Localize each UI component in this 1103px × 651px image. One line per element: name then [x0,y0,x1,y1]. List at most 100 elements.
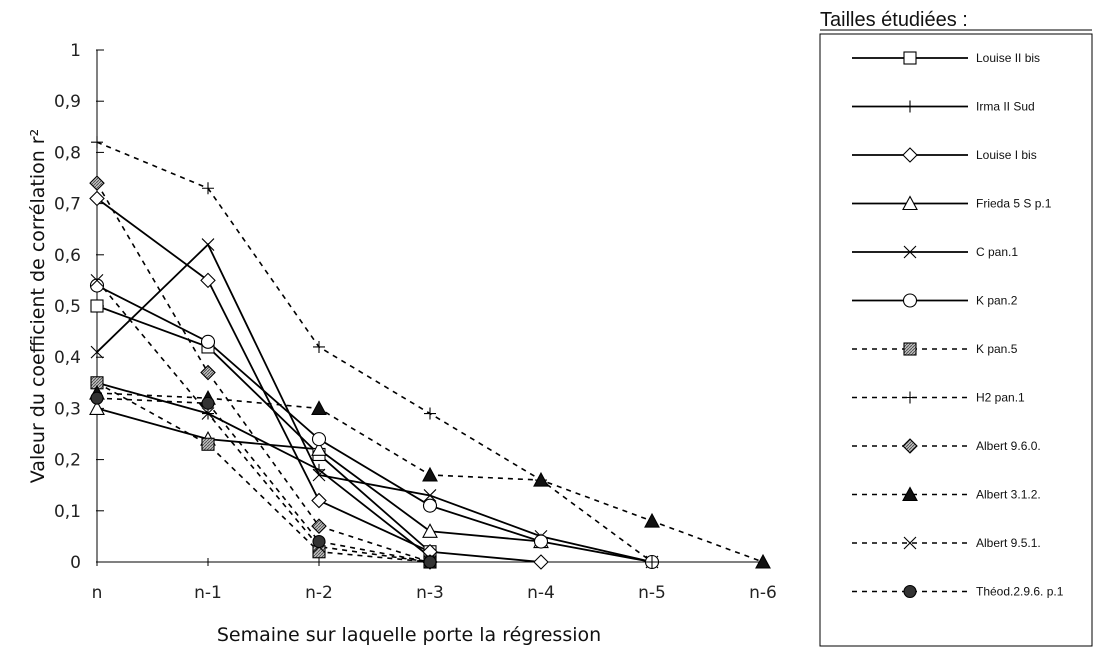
data-point-theod-2-9-6-p-1 [90,391,104,405]
series-line-k-pan-5 [96,382,431,563]
legend-item-irma-ii-sud: Irma II Sud [852,100,1035,114]
legend-title: Tailles étudiées : [820,9,968,31]
data-point-albert-9-6-0 [200,364,216,381]
data-point-c-pan-1 [423,489,437,502]
data-point-albert-3-1-2 [422,466,438,482]
x-tick-label: n-4 [527,583,555,603]
y-tick-label: 0,3 [54,399,81,419]
x-tick-label: n-6 [749,583,777,603]
legend-label: C pan.1 [976,245,1018,259]
data-point-theod-2-9-6-p-1 [423,555,437,569]
series-line-k-pan-2 [96,284,653,563]
series-line-louise-ii-bis [96,305,431,553]
data-point-k-pan-5 [201,437,215,451]
data-point-louise-ii-bis [90,299,104,313]
y-tick-label: 0,4 [54,348,81,368]
legend-swatch-marker [902,293,918,308]
legend-label: Louise II bis [976,51,1040,65]
legend-item-louise-i-bis: Louise I bis [852,147,1037,163]
x-tick-label: n-2 [305,583,333,603]
data-point-h2-pan-1 [313,340,325,353]
data-point-louise-i-bis [311,492,327,509]
legend-swatch-marker [904,391,916,404]
legend-item-k-pan-5: K pan.5 [852,342,1018,356]
x-axis-title: Semaine sur laquelle porte la régression [217,624,601,646]
series-line-c-pan-1 [96,243,653,563]
data-point-albert-9-5-1 [201,407,215,420]
data-point-theod-2-9-6-p-1 [312,534,326,549]
series-markers [89,136,771,570]
y-tick-label: 0,5 [54,297,81,317]
legend-label: Louise I bis [976,148,1037,162]
legend-item-theod-2-9-6-p-1: Théod.2.9.6. p.1 [852,585,1064,599]
legend-label: Albert 9.6.0. [976,439,1041,453]
y-tick-label: 1 [70,41,81,61]
legend-swatch-marker [902,147,918,163]
legend-label: Irma II Sud [976,100,1035,114]
x-ticks: n n-1 n-2 n-3 n-4 n-5 n-6 [92,558,777,603]
plot-area: 0 0,1 0,2 0,3 0,4 0,5 0,6 0,7 0,8 0,9 1 n n-1 n-2 n-3… [54,41,777,603]
data-point-frieda-5-s-p-1 [311,441,327,456]
legend-item-louise-ii-bis: Louise II bis [852,51,1040,65]
series-line-albert-9-5-1 [96,279,431,563]
legend-label: K pan.2 [976,294,1018,308]
legend-item-albert-9-6-0: Albert 9.6.0. [852,438,1041,454]
data-point-albert-3-1-2 [755,553,771,569]
data-point-k-pan-2 [422,498,438,513]
y-tick-label: 0 [70,553,81,573]
legend-item-albert-9-5-1: Albert 9.5.1. [852,536,1041,550]
legend-item-k-pan-2: K pan.2 [852,293,1018,308]
y-tick-label: 0,6 [54,246,81,266]
data-point-frieda-5-s-p-1 [422,523,438,538]
y-tick-label: 0,7 [54,195,81,215]
data-point-k-pan-2 [200,334,216,349]
legend-swatch-marker [902,438,918,454]
data-point-albert-9-5-1 [90,274,104,287]
x-tick-label: n-3 [416,583,444,603]
data-point-c-pan-1 [201,238,215,251]
legend-label: Albert 9.5.1. [976,536,1041,550]
data-point-h2-pan-1 [424,407,436,420]
legend-item-h2-pan-1: H2 pan.1 [852,391,1025,405]
legend-swatch-marker [903,536,917,550]
series-line-albert-9-6-0 [96,182,431,563]
data-point-irma-ii-sud [313,463,325,476]
data-point-k-pan-2 [89,278,105,293]
data-point-c-pan-1 [90,345,104,359]
legend-swatch-marker [903,51,917,65]
data-point-h2-pan-1 [91,136,103,149]
series-line-theod-2-9-6-p-1 [96,397,431,563]
legend-label: Albert 3.1.2. [976,488,1041,502]
x-tick-label: n-1 [194,583,222,603]
data-point-albert-9-6-0 [89,175,105,191]
legend-swatch-marker [904,100,916,113]
data-point-albert-3-1-2 [311,400,327,415]
data-point-albert-3-1-2 [644,512,660,528]
legend-swatch-marker [903,245,917,259]
data-point-theod-2-9-6-p-1 [201,396,215,410]
legend: Tailles étudiées : Louise II bis Irma II … [819,9,1093,647]
y-tick-label: 0,2 [54,451,81,471]
data-point-frieda-5-s-p-1 [89,400,105,415]
series-line-h2-pan-1 [96,141,653,563]
data-point-h2-pan-1 [202,182,214,195]
legend-swatch-marker [903,342,917,356]
y-tick-label: 0,1 [54,502,81,522]
legend-items: Louise II bis Irma II Sud Louise I bis Frie… [852,51,1064,599]
data-point-louise-i-bis [200,272,216,289]
x-tick-label: n-5 [638,583,666,603]
data-point-louise-i-bis [533,554,549,570]
data-point-c-pan-1 [312,468,326,482]
x-tick-label: n [92,583,103,603]
y-ticks: 0 0,1 0,2 0,3 0,4 0,5 0,6 0,7 0,8 0,9 1 [54,41,104,573]
data-point-k-pan-2 [533,534,549,549]
legend-label: H2 pan.1 [976,391,1025,405]
data-point-h2-pan-1 [646,556,658,568]
data-point-albert-9-6-0 [311,518,327,534]
legend-box [819,33,1093,647]
data-point-k-pan-2 [311,432,327,447]
legend-swatch-marker [902,195,918,211]
y-tick-label: 0,8 [54,143,81,163]
y-axis-title: Valeur du coefficient de corrélation r² [27,129,49,483]
